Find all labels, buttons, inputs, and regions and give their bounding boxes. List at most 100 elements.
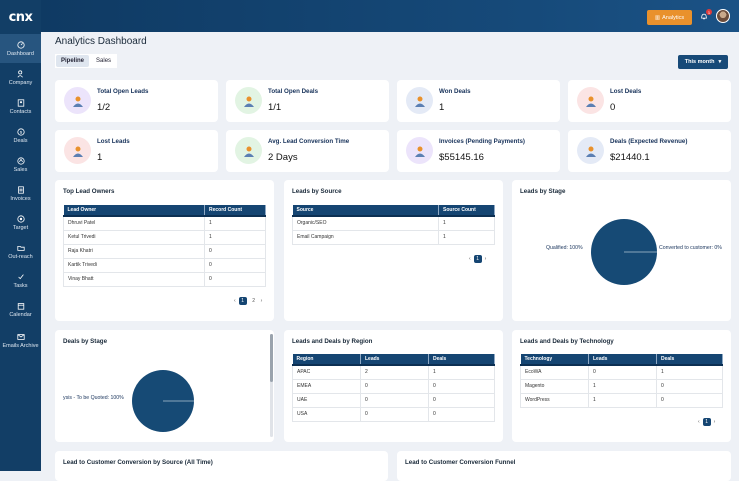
- sidebar-item-label: Deals: [13, 137, 28, 144]
- panel-title: Lead to Customer Conversion Funnel: [405, 459, 516, 466]
- page-button[interactable]: 1: [238, 297, 247, 305]
- table-cell: Vinay Bhatt: [63, 272, 205, 287]
- chevron-left-icon[interactable]: ‹: [698, 419, 700, 425]
- technology-card: Leads and Deals by Technology Technology…: [512, 330, 731, 442]
- sidebar: cnx Dashboard Company Contacts $ Deals S…: [0, 0, 41, 471]
- table-cell: 0: [360, 407, 429, 422]
- chevron-down-icon: ▾: [718, 59, 722, 65]
- table-row: EMEA 0 0: [292, 379, 495, 394]
- app-logo[interactable]: cnx: [8, 9, 33, 25]
- table-row: Raja Khatri 0: [63, 244, 266, 259]
- table-row: Organic/SEO 1: [292, 216, 495, 231]
- panel-title: Leads by Source: [292, 188, 342, 195]
- stat-card[interactable]: Deals (Expected Revenue) $21440.1: [568, 130, 731, 172]
- table-cell: Organic/SEO: [292, 216, 439, 231]
- contacts-icon: [17, 98, 24, 107]
- period-dropdown[interactable]: This month ▾: [678, 55, 728, 69]
- stat-card[interactable]: Total Open Leads 1/2: [55, 80, 218, 122]
- people-icon: [16, 69, 23, 77]
- table-cell: APAC: [292, 365, 361, 380]
- stat-card[interactable]: Lost Deals 0: [568, 80, 731, 122]
- folder-icon: [16, 245, 25, 251]
- analytics-button[interactable]: ▥ Analytics: [647, 10, 692, 25]
- lost-icon: [577, 87, 604, 114]
- chevron-right-icon[interactable]: ›: [713, 419, 716, 425]
- analytics-button-label: Analytics: [662, 14, 685, 21]
- sidebar-item-label: Dashboard: [7, 50, 34, 57]
- avatar[interactable]: [716, 9, 730, 23]
- scrollbar[interactable]: [270, 334, 273, 437]
- bell-icon[interactable]: [700, 12, 708, 21]
- stat-card[interactable]: Invoices (Pending Payments) $55145.16: [397, 130, 560, 172]
- chevron-left-icon[interactable]: ‹: [469, 256, 471, 262]
- table-cell: 0: [428, 407, 495, 422]
- table-row: EcoWA 0 1: [520, 365, 723, 380]
- sidebar-item-deals[interactable]: $ Deals: [0, 121, 41, 150]
- table-cell: 1: [428, 365, 495, 380]
- lost-leads-icon: [64, 137, 91, 164]
- sidebar-item-dashboard[interactable]: Dashboard: [0, 34, 41, 63]
- sidebar-item-label: Tasks: [13, 282, 28, 289]
- sidebar-item-invoices[interactable]: Invoices: [0, 179, 41, 208]
- column-header: Source: [292, 205, 439, 217]
- dollar-icon: $: [16, 127, 25, 136]
- deals-by-stage-pie: [132, 370, 194, 432]
- page-button[interactable]: 1: [473, 255, 482, 263]
- column-header: Region: [292, 354, 361, 366]
- stat-card[interactable]: Lost Leads 1: [55, 130, 218, 172]
- scroll-thumb[interactable]: [270, 334, 273, 382]
- chevron-left-icon[interactable]: ‹: [234, 298, 236, 304]
- page-button[interactable]: 2: [252, 298, 256, 304]
- tab-bar: Pipeline Sales: [55, 54, 118, 68]
- region-card: Leads and Deals by Region Region Leads D…: [284, 330, 503, 442]
- sidebar-item-target[interactable]: Target: [0, 208, 41, 237]
- chevron-right-icon[interactable]: ›: [484, 256, 487, 262]
- sidebar-item-sales[interactable]: Sales: [0, 150, 41, 179]
- sidebar-item-company[interactable]: Company: [0, 63, 41, 92]
- table-cell: 1: [656, 365, 723, 380]
- stat-card[interactable]: Won Deals 1: [397, 80, 560, 122]
- page-title: Analytics Dashboard: [55, 36, 147, 47]
- sidebar-item-outreach[interactable]: Out-reach: [0, 237, 41, 266]
- stat-card[interactable]: Avg. Lead Conversion Time 2 Days: [226, 130, 389, 172]
- stat-label: Total Open Leads: [97, 88, 149, 95]
- table-cell: 1: [588, 393, 657, 408]
- column-header: Technology: [520, 354, 589, 366]
- column-header: Lead Owner: [63, 205, 205, 217]
- sidebar-item-label: Target: [12, 224, 29, 231]
- sidebar-item-emails-archive[interactable]: Emails Archive: [0, 324, 41, 358]
- sidebar-item-label: Company: [8, 79, 33, 86]
- sidebar-item-calendar[interactable]: Calendar: [0, 295, 41, 324]
- pie-label: ysis - To be Quoted: 100%: [63, 395, 124, 401]
- table-cell: WordPress: [520, 393, 589, 408]
- table-row: Kartik Trivedi 0: [63, 258, 266, 273]
- stat-card[interactable]: Total Open Deals 1/1: [226, 80, 389, 122]
- region-table: Region Leads Deals APAC 2 1 EMEA 0 0 UAE 0 0 USA 0…: [292, 354, 495, 422]
- table-row: Vinay Bhatt 0: [63, 272, 266, 287]
- top-lead-owners-table: Lead Owner Record Count Dhruvi Patel 1 Ket…: [63, 205, 266, 287]
- tab-pipeline[interactable]: Pipeline: [56, 55, 90, 67]
- table-row: Magento 1 0: [520, 379, 723, 394]
- chevron-right-icon[interactable]: ›: [260, 298, 263, 304]
- stat-value: 1/2: [97, 102, 111, 113]
- calendar-icon: [17, 302, 24, 310]
- leads-by-stage-card: Leads by Stage Qualified: 100% Converted…: [512, 180, 731, 321]
- table-cell: EMEA: [292, 379, 361, 394]
- page-button[interactable]: 1: [702, 418, 711, 426]
- table-row: Dhruvi Patel 1: [63, 216, 266, 231]
- column-header: Leads: [588, 354, 657, 366]
- sidebar-item-tasks[interactable]: Tasks: [0, 266, 41, 295]
- pie-label: Converted to customer: 0%: [659, 245, 722, 251]
- table-cell: Dhruvi Patel: [63, 216, 205, 231]
- table-cell: 0: [204, 272, 266, 287]
- sidebar-item-contacts[interactable]: Contacts: [0, 92, 41, 121]
- table-cell: 0: [428, 379, 495, 394]
- stat-label: Deals (Expected Revenue): [610, 138, 688, 145]
- table-cell: Email Campaign: [292, 230, 439, 245]
- tab-sales[interactable]: Sales: [96, 58, 112, 64]
- table-cell: Ketul Trivedi: [63, 230, 205, 245]
- sidebar-item-label: Out-reach: [8, 253, 33, 260]
- sidebar-item-label: Calendar: [9, 311, 32, 318]
- tasks-icon: [17, 273, 24, 279]
- stat-label: Total Open Deals: [268, 88, 319, 95]
